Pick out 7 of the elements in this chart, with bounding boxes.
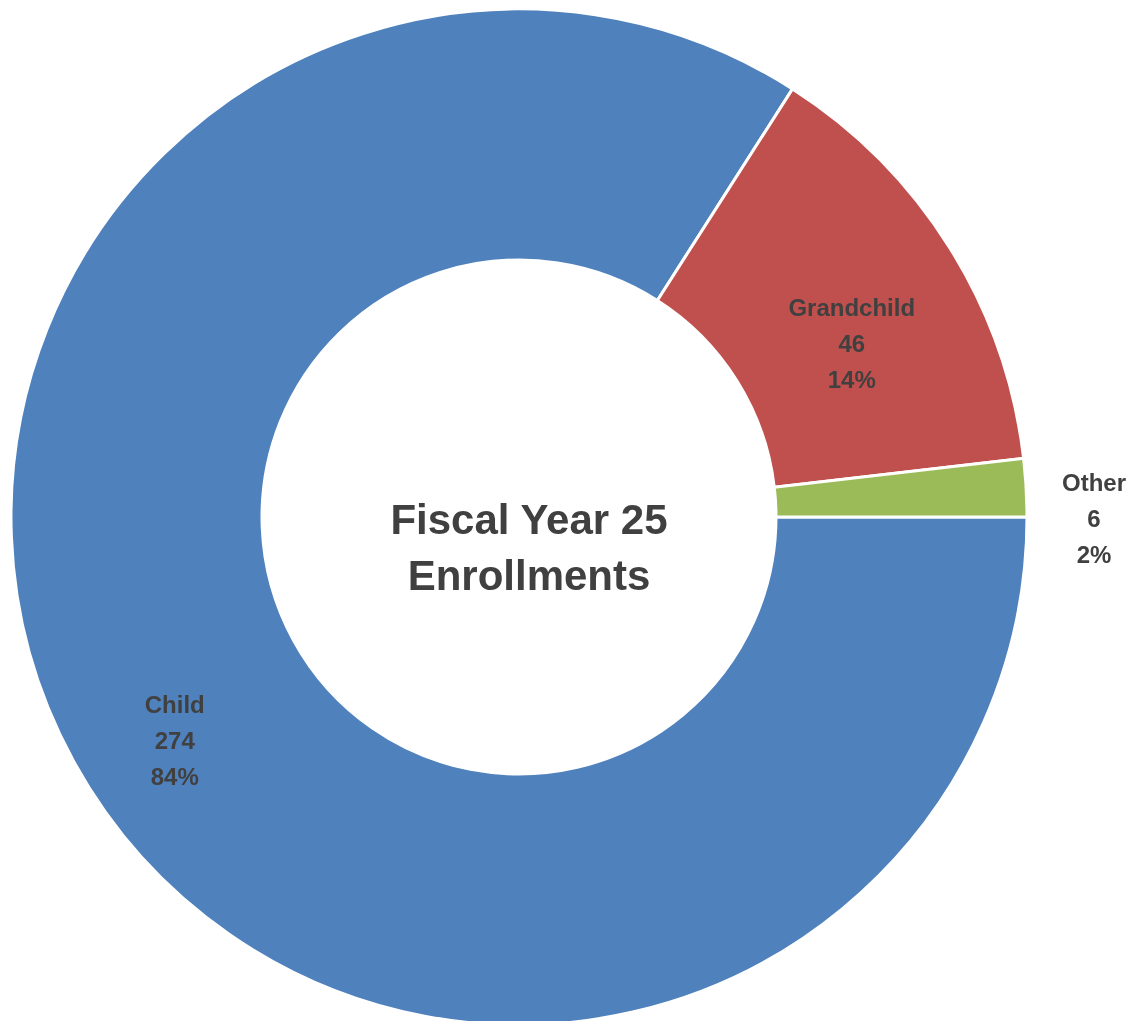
- data-label: 274 84%: [150, 726, 199, 790]
- data-label: 46 14%: [827, 329, 876, 393]
- slice-label: Child: [144, 690, 205, 718]
- slice-label: Other: [1062, 468, 1127, 496]
- slice-label: Grandchild: [788, 293, 916, 321]
- text: Fiscal Year 25 Enrollments: [390, 496, 668, 599]
- data-label: 6 2%: [1076, 504, 1112, 568]
